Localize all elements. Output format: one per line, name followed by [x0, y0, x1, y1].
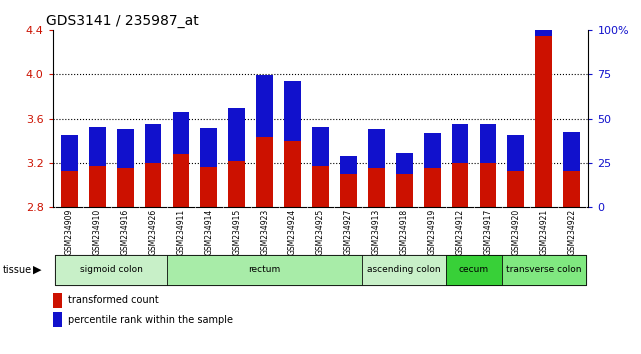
Bar — [172, 154, 189, 207]
Bar — [563, 132, 580, 171]
Bar — [256, 137, 273, 207]
Bar — [446, 255, 502, 285]
Bar — [145, 124, 162, 163]
Text: ▶: ▶ — [33, 265, 42, 275]
Bar — [55, 255, 167, 285]
Bar — [117, 130, 133, 169]
Bar — [502, 255, 586, 285]
Bar — [479, 163, 496, 207]
Bar — [61, 135, 78, 171]
Bar — [53, 293, 62, 308]
Bar — [368, 169, 385, 207]
Bar — [452, 124, 469, 163]
Text: GSM234927: GSM234927 — [344, 209, 353, 255]
Bar — [508, 135, 524, 171]
Text: GSM234913: GSM234913 — [372, 209, 381, 255]
Bar — [145, 163, 162, 207]
Text: GSM234917: GSM234917 — [483, 209, 492, 255]
Bar — [312, 127, 329, 166]
Bar — [563, 171, 580, 207]
Bar — [228, 108, 245, 161]
Bar — [201, 128, 217, 167]
Bar — [201, 167, 217, 207]
Text: GSM234916: GSM234916 — [121, 209, 129, 255]
Text: GSM234914: GSM234914 — [204, 209, 213, 255]
Text: GSM234911: GSM234911 — [176, 209, 185, 255]
Bar — [396, 174, 413, 207]
Bar — [535, 36, 552, 207]
Text: rectum: rectum — [249, 266, 281, 274]
Bar — [172, 112, 189, 154]
Bar — [452, 163, 469, 207]
Bar — [362, 255, 446, 285]
Text: percentile rank within the sample: percentile rank within the sample — [67, 314, 233, 325]
Text: GSM234924: GSM234924 — [288, 209, 297, 255]
Text: transverse colon: transverse colon — [506, 266, 581, 274]
Text: GSM234909: GSM234909 — [65, 209, 74, 255]
Bar — [228, 161, 245, 207]
Bar — [424, 169, 440, 207]
Bar — [256, 75, 273, 137]
Text: GSM234919: GSM234919 — [428, 209, 437, 255]
Text: GSM234925: GSM234925 — [316, 209, 325, 255]
Bar — [424, 133, 440, 169]
Text: GSM234923: GSM234923 — [260, 209, 269, 255]
Bar — [61, 171, 78, 207]
Bar — [340, 174, 357, 207]
Text: GSM234910: GSM234910 — [93, 209, 102, 255]
Text: GDS3141 / 235987_at: GDS3141 / 235987_at — [46, 14, 199, 28]
Bar — [508, 171, 524, 207]
Text: GSM234912: GSM234912 — [456, 209, 465, 255]
Bar — [167, 255, 362, 285]
Bar — [89, 127, 106, 166]
Bar — [535, 0, 552, 36]
Text: sigmoid colon: sigmoid colon — [79, 266, 142, 274]
Text: tissue: tissue — [3, 265, 32, 275]
Bar — [284, 81, 301, 141]
Bar — [284, 141, 301, 207]
Text: cecum: cecum — [459, 266, 489, 274]
Bar — [340, 156, 357, 174]
Bar — [53, 312, 62, 327]
Bar — [89, 166, 106, 207]
Bar — [396, 153, 413, 174]
Text: GSM234922: GSM234922 — [567, 209, 576, 255]
Text: GSM234918: GSM234918 — [400, 209, 409, 255]
Text: ascending colon: ascending colon — [367, 266, 441, 274]
Bar — [312, 166, 329, 207]
Text: GSM234915: GSM234915 — [232, 209, 241, 255]
Bar — [479, 124, 496, 163]
Bar — [368, 130, 385, 169]
Text: GSM234920: GSM234920 — [512, 209, 520, 255]
Text: transformed count: transformed count — [67, 295, 158, 306]
Text: GSM234921: GSM234921 — [539, 209, 548, 255]
Bar — [117, 169, 133, 207]
Text: GSM234926: GSM234926 — [149, 209, 158, 255]
